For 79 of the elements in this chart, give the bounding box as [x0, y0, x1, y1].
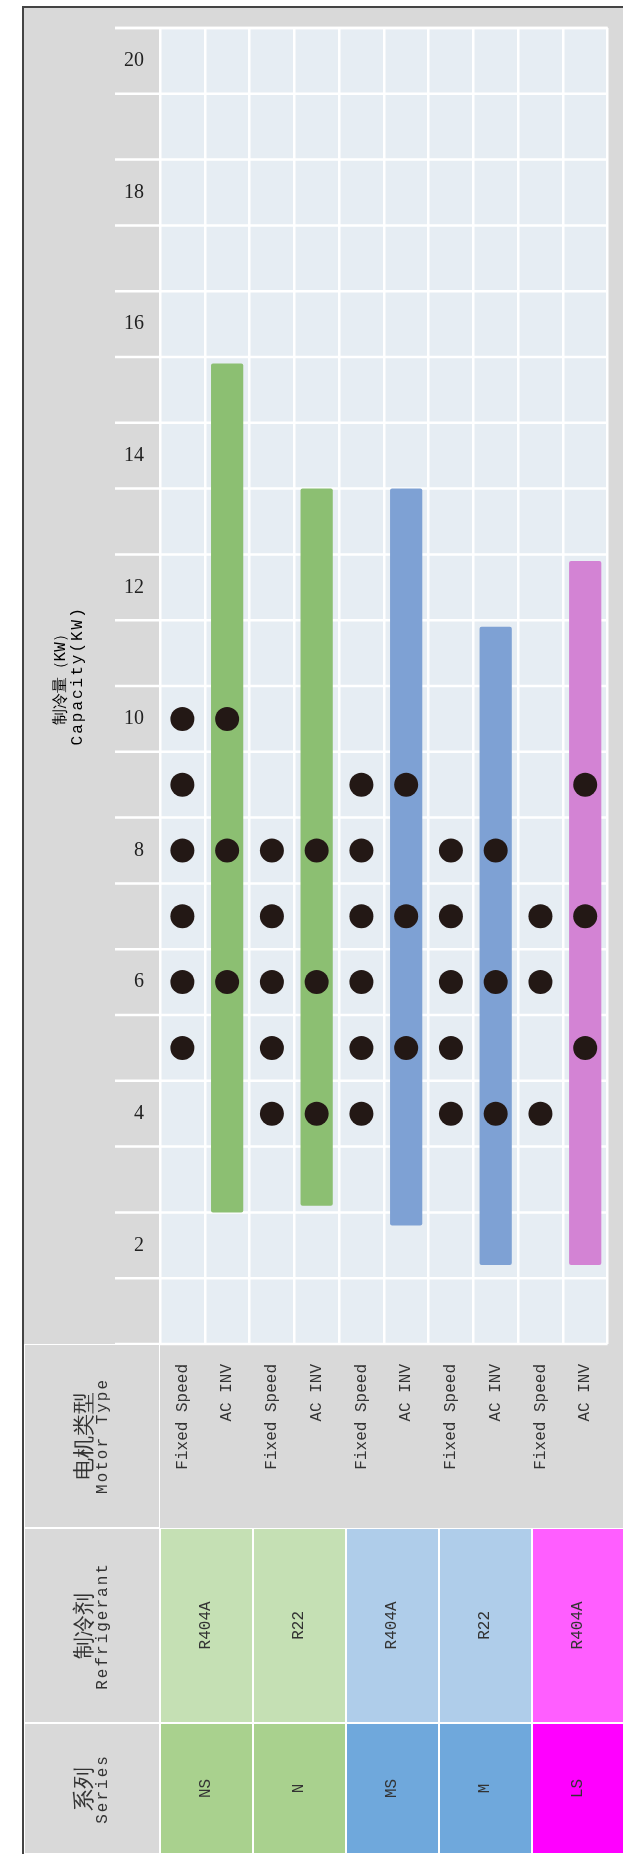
- x-tick-label: AC INV: [307, 1363, 326, 1422]
- point: [349, 838, 374, 863]
- point: [170, 904, 195, 929]
- y-tick-label: 18: [124, 179, 144, 202]
- point: [259, 970, 284, 995]
- bar: [479, 626, 512, 1266]
- point: [259, 1101, 284, 1126]
- point: [259, 838, 284, 863]
- point: [573, 904, 598, 929]
- text: LS: [569, 1778, 588, 1799]
- point: [259, 1035, 284, 1060]
- point: [349, 772, 374, 797]
- y-tick-label: 16: [124, 311, 144, 334]
- y-tick-label: 2: [134, 1232, 144, 1255]
- point: [349, 1035, 374, 1060]
- bar: [211, 363, 244, 1213]
- point: [349, 904, 374, 929]
- point: [528, 970, 553, 995]
- point: [394, 1035, 419, 1060]
- point: [528, 1101, 553, 1126]
- bar: [300, 488, 333, 1206]
- point: [304, 970, 329, 995]
- text: 制冷剂 Refrigerant: [71, 1561, 113, 1690]
- point: [438, 904, 463, 929]
- point: [438, 1035, 463, 1060]
- point: [438, 970, 463, 995]
- y-tick-label: 4: [134, 1100, 144, 1123]
- point: [394, 772, 419, 797]
- text: R404A: [569, 1601, 588, 1650]
- point: [170, 1035, 195, 1060]
- y-tick-label: 20: [124, 48, 144, 71]
- y-tick-label: 12: [124, 574, 144, 597]
- point: [573, 772, 598, 797]
- point: [170, 772, 195, 797]
- text: M: [476, 1783, 495, 1794]
- point: [573, 1035, 598, 1060]
- text: R404A: [383, 1601, 402, 1650]
- point: [215, 838, 240, 863]
- point: [349, 970, 374, 995]
- point: [483, 1101, 508, 1126]
- text: N: [290, 1783, 309, 1794]
- point: [170, 706, 195, 731]
- point: [170, 838, 195, 863]
- x-tick-label: Fixed Speed: [352, 1364, 371, 1470]
- x-tick-label: AC INV: [397, 1363, 416, 1422]
- point: [215, 970, 240, 995]
- y-tick-label: 8: [134, 837, 144, 860]
- y-axis-title: 制冷量（KW） Capacity(KW): [51, 606, 87, 746]
- x-tick-label: Fixed Speed: [263, 1364, 282, 1470]
- text: MS: [383, 1778, 402, 1799]
- point: [349, 1101, 374, 1126]
- text: 电机类型 Motor Type: [71, 1377, 113, 1494]
- point: [483, 838, 508, 863]
- x-tick-label: AC INV: [576, 1363, 595, 1422]
- bar: [569, 560, 602, 1266]
- text: NS: [197, 1778, 216, 1799]
- point: [259, 904, 284, 929]
- text: 系列 Series: [71, 1753, 113, 1824]
- text: R22: [476, 1611, 495, 1640]
- text: R22: [290, 1611, 309, 1640]
- point: [304, 1101, 329, 1126]
- point: [304, 838, 329, 863]
- point: [394, 904, 419, 929]
- point: [170, 970, 195, 995]
- point: [528, 904, 553, 929]
- y-tick-label: 14: [124, 442, 144, 465]
- point: [483, 970, 508, 995]
- x-tick-label: Fixed Speed: [442, 1364, 461, 1470]
- y-tick-label: 6: [134, 969, 144, 992]
- x-tick-label: AC INV: [218, 1363, 237, 1422]
- point: [215, 706, 240, 731]
- point: [438, 838, 463, 863]
- x-tick-label: Fixed Speed: [173, 1364, 192, 1470]
- point: [438, 1101, 463, 1126]
- text: R404A: [197, 1601, 216, 1650]
- x-tick-label: Fixed Speed: [531, 1364, 550, 1470]
- y-tick-label: 10: [124, 706, 144, 729]
- x-tick-label: AC INV: [486, 1363, 505, 1422]
- bar: [390, 488, 423, 1226]
